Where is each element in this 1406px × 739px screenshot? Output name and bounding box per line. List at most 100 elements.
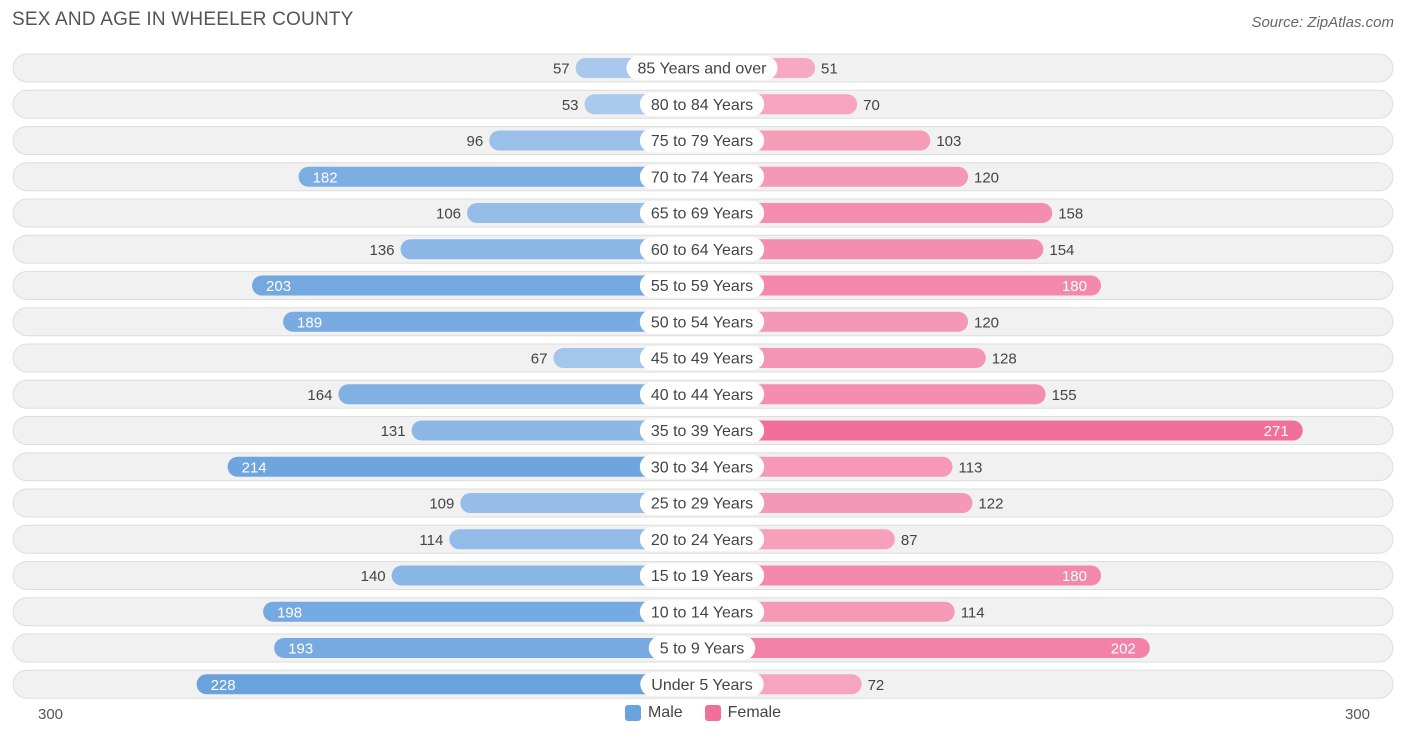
female-value-label: 271 — [1264, 423, 1289, 440]
age-group-pill — [639, 346, 765, 370]
chart-row: 203 180 55 to 59 Years — [12, 271, 1394, 300]
male-value-label: 140 — [361, 568, 386, 585]
axis-min-label: 300 — [38, 706, 64, 723]
female-value-label: 87 — [901, 532, 918, 549]
female-bar — [702, 638, 1150, 658]
chart-row: 136 154 60 to 64 Years — [12, 234, 1394, 264]
male-value-label: 131 — [381, 423, 406, 440]
age-group-pill — [639, 491, 765, 515]
male-bar — [274, 638, 702, 658]
legend-swatch-male — [624, 705, 641, 721]
male-bar — [263, 601, 702, 622]
male-bar — [449, 529, 702, 550]
age-group-pill — [639, 382, 765, 407]
female-bar — [702, 311, 968, 332]
female-value-label: 70 — [863, 97, 880, 114]
chart-row: 109 122 25 to 29 Years — [12, 488, 1394, 518]
male-value-label: 228 — [211, 677, 236, 694]
age-group-label: 50 to 54 Years — [651, 314, 753, 331]
male-value-label: 67 — [531, 351, 548, 368]
female-bar — [702, 275, 1101, 296]
age-group-label: 5 to 9 Years — [660, 641, 745, 658]
age-group-pill — [626, 56, 778, 80]
male-bar — [298, 166, 702, 187]
chart-row: 53 70 80 to 84 Years — [12, 89, 1394, 119]
age-group-label: 75 to 79 Years — [651, 133, 753, 150]
age-group-label: 30 to 34 Years — [651, 459, 753, 476]
legend-item-female: Female — [704, 704, 782, 722]
age-group-label: 25 to 29 Years — [651, 496, 753, 513]
chart-row: 189 120 50 to 54 Years — [12, 307, 1394, 337]
chart-row: 57 51 85 Years and over — [12, 53, 1394, 83]
female-value-label: 128 — [992, 351, 1017, 368]
legend-swatch-female — [704, 705, 721, 721]
female-value-label: 202 — [1111, 641, 1136, 658]
male-bar — [411, 420, 702, 441]
chart-row: 114 87 20 to 24 Years — [12, 524, 1394, 554]
male-value-label: 182 — [313, 169, 338, 186]
legend-label-female: Female — [727, 704, 782, 721]
male-value-label: 136 — [370, 242, 395, 259]
age-group-label: 10 to 14 Years — [651, 604, 753, 621]
female-bar — [702, 601, 955, 622]
age-group-pill — [639, 92, 765, 117]
age-group-label: 65 to 69 Years — [651, 206, 753, 223]
male-value-label: 57 — [553, 61, 570, 78]
female-bar — [702, 384, 1046, 405]
age-group-pill — [640, 672, 764, 697]
male-value-label: 109 — [429, 496, 454, 513]
chart-row: 214 113 30 to 34 Years — [12, 452, 1394, 482]
female-value-label: 103 — [936, 133, 961, 150]
chart-row: 96 103 75 to 79 Years — [12, 126, 1394, 155]
female-value-label: 114 — [961, 604, 985, 621]
legend: Male Female — [0, 704, 1406, 722]
male-value-label: 164 — [307, 387, 332, 404]
female-bar — [702, 493, 973, 513]
age-group-label: 70 to 74 Years — [651, 169, 753, 186]
age-group-label: 35 to 39 Years — [651, 423, 753, 440]
age-group-label: 40 to 44 Years — [651, 387, 753, 404]
axis-max-label: 300 — [1344, 706, 1370, 723]
male-bar — [283, 311, 702, 332]
male-bar — [338, 384, 702, 405]
female-bar — [702, 203, 1053, 223]
legend-item-male: Male — [624, 704, 683, 722]
female-value-label: 72 — [868, 677, 885, 694]
chart-row: 140 180 15 to 19 Years — [12, 561, 1394, 590]
chart-row: 198 114 10 to 14 Years — [12, 597, 1394, 627]
source-note: Source: ZipAtlas.com — [1251, 14, 1394, 31]
chart-row: 193 202 5 to 9 Years — [12, 633, 1394, 663]
female-value-label: 155 — [1052, 387, 1077, 404]
female-value-label: 51 — [821, 61, 838, 78]
female-value-label: 180 — [1062, 278, 1087, 295]
female-bar — [702, 456, 953, 477]
male-value-label: 189 — [297, 314, 322, 331]
male-value-label: 53 — [562, 97, 579, 114]
age-group-pill — [639, 128, 765, 153]
chart-title: SEX AND AGE IN WHEELER COUNTY — [12, 9, 354, 30]
female-value-label: 180 — [1062, 568, 1087, 585]
age-group-label: 60 to 64 Years — [651, 242, 753, 259]
female-bar — [702, 420, 1303, 441]
age-group-label: 85 Years and over — [638, 61, 768, 78]
female-bar — [702, 239, 1044, 260]
age-group-label: Under 5 Years — [651, 677, 752, 694]
female-value-label: 154 — [1049, 242, 1074, 259]
male-value-label: 96 — [467, 133, 484, 150]
female-value-label: 113 — [958, 459, 982, 476]
male-value-label: 114 — [419, 532, 443, 549]
chart-row: 67 128 45 to 49 Years — [12, 343, 1394, 373]
male-bar — [400, 239, 702, 260]
age-group-pill — [639, 454, 765, 479]
male-value-label: 106 — [436, 206, 461, 223]
female-value-label: 120 — [974, 314, 999, 331]
age-group-pill — [639, 237, 765, 262]
age-group-pill — [639, 563, 765, 588]
female-value-label: 158 — [1058, 206, 1083, 223]
male-value-label: 198 — [277, 604, 302, 621]
female-bar — [702, 166, 968, 187]
male-bar — [196, 674, 702, 695]
male-bar — [252, 275, 702, 296]
age-group-pill — [639, 164, 765, 189]
